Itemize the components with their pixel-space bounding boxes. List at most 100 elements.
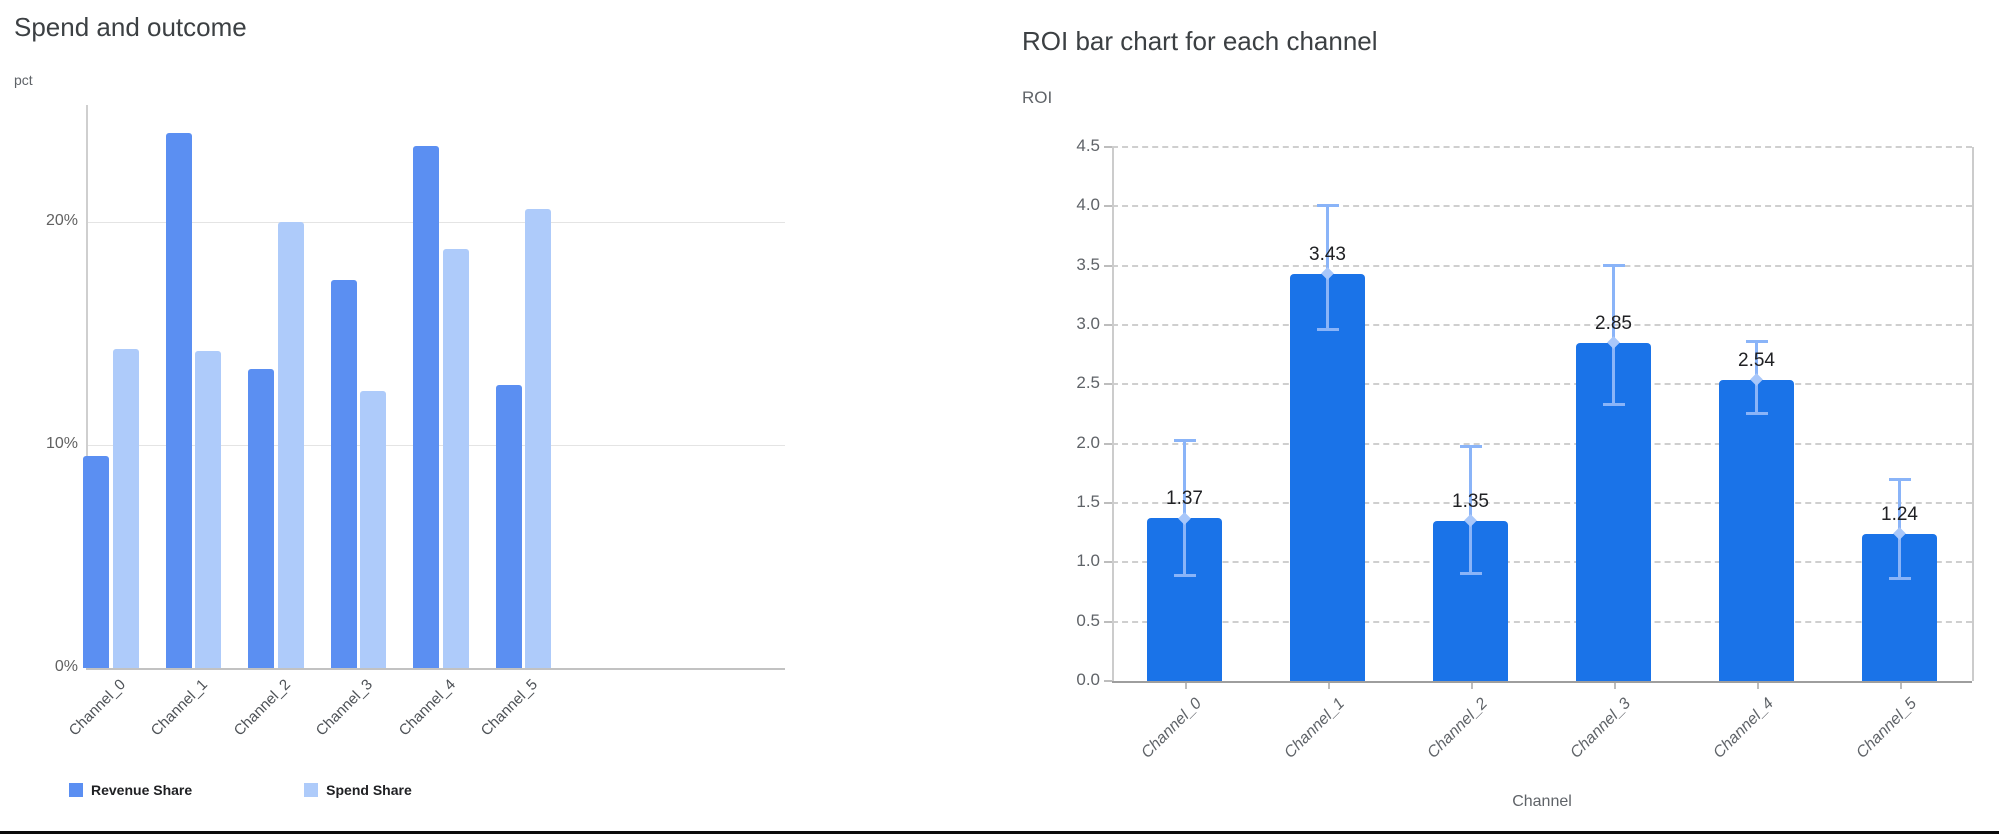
bottom-divider-line bbox=[0, 831, 1999, 834]
x-tick-label: Channel_2 bbox=[230, 676, 294, 740]
error-bar-bottom-cap bbox=[1316, 327, 1339, 331]
revenue-share-bar[interactable] bbox=[83, 456, 109, 668]
x-tick-mark bbox=[1327, 681, 1330, 689]
x-tick-label: Channel_1 bbox=[147, 676, 212, 740]
error-bar-top-cap bbox=[1459, 444, 1482, 448]
x-tick-mark bbox=[1899, 681, 1902, 689]
error-bar-stem bbox=[1469, 444, 1472, 576]
bar-value-label: 1.24 bbox=[1881, 503, 1918, 525]
error-bar-bottom-cap bbox=[1888, 577, 1911, 581]
y-tick-label: 20% bbox=[45, 212, 78, 229]
spend-share-bar[interactable] bbox=[112, 349, 139, 668]
gridline bbox=[1112, 205, 1972, 208]
gridline bbox=[1112, 620, 1972, 623]
error-bar-stem bbox=[1326, 203, 1329, 331]
error-bar-bottom-cap bbox=[1459, 572, 1482, 576]
x-tick-label: Channel_2 bbox=[1423, 695, 1491, 762]
y-tick-label: 0.5 bbox=[1076, 610, 1100, 630]
spend-share-bar[interactable] bbox=[195, 351, 221, 668]
gridline bbox=[1112, 561, 1972, 564]
x-tick-label: Channel_5 bbox=[477, 676, 542, 740]
right-plot-area: 0.0 0.5 1.0 1.5 2.0 2.5 3.0 3.5 4.0 4.5 1.37 Channe… bbox=[830, 0, 1999, 838]
y-axis-line bbox=[1112, 147, 1114, 681]
revenue-share-legend-label: Revenue Share bbox=[91, 782, 193, 798]
error-bar-top-cap bbox=[1888, 478, 1911, 482]
x-tick-label: Channel_4 bbox=[1709, 695, 1777, 762]
spend-share-bar[interactable] bbox=[360, 391, 386, 668]
x-tick-mark bbox=[1184, 681, 1187, 689]
y-tick-label: 10% bbox=[45, 435, 78, 452]
right-y-axis-unit-label: ROI bbox=[1022, 88, 1053, 107]
y-tick-mark bbox=[1104, 383, 1112, 386]
revenue-share-bar[interactable] bbox=[248, 369, 274, 668]
y-tick-mark bbox=[1104, 264, 1112, 267]
y-tick-label: 3.0 bbox=[1076, 313, 1100, 333]
y-tick-label: 2.0 bbox=[1076, 432, 1100, 452]
spend-share-bar[interactable] bbox=[277, 222, 304, 668]
error-bar-top-cap bbox=[1602, 264, 1625, 268]
plot-right-border bbox=[1972, 147, 1974, 681]
error-bar-stem bbox=[1612, 264, 1615, 406]
y-axis-line bbox=[86, 105, 88, 668]
y-tick-mark bbox=[1104, 501, 1112, 504]
y-tick-label: 0% bbox=[54, 658, 78, 675]
x-tick-label: Channel_3 bbox=[312, 676, 377, 740]
y-tick-label: 1.5 bbox=[1076, 491, 1100, 511]
x-axis-baseline bbox=[86, 668, 785, 670]
bar-value-label: 1.35 bbox=[1452, 490, 1489, 512]
revenue-share-bar[interactable] bbox=[495, 384, 522, 668]
spend-share-bar[interactable] bbox=[442, 248, 469, 668]
spend-share-swatch bbox=[304, 783, 319, 797]
right-x-axis-title: Channel bbox=[1512, 793, 1572, 810]
y-tick-label: 4.5 bbox=[1076, 135, 1100, 155]
roi-bar[interactable] bbox=[1290, 273, 1365, 681]
x-tick-mark bbox=[1613, 681, 1616, 689]
y-tick-label: 1.0 bbox=[1076, 551, 1100, 571]
spend-outcome-chart: Spend and outcome pct 0% 10% 20% Channel_0 C… bbox=[0, 0, 830, 838]
x-tick-label: Channel_3 bbox=[1566, 695, 1634, 762]
bar-value-label: 2.85 bbox=[1595, 312, 1632, 334]
legend-item-spend-share[interactable]: Spend Share bbox=[304, 782, 412, 798]
y-tick-mark bbox=[1104, 620, 1112, 623]
error-bar-top-cap bbox=[1745, 340, 1768, 344]
x-tick-label: Channel_4 bbox=[395, 676, 459, 740]
x-tick-mark bbox=[1756, 681, 1759, 689]
y-tick-label: 3.5 bbox=[1076, 254, 1100, 274]
y-tick-label: 4.0 bbox=[1076, 195, 1100, 215]
gridline bbox=[1112, 442, 1972, 445]
x-axis-baseline bbox=[1112, 681, 1972, 683]
y-tick-mark bbox=[1104, 145, 1112, 148]
revenue-share-bar[interactable] bbox=[165, 132, 192, 668]
roi-chart: ROI bar chart for each channel ROI 0.0 0.… bbox=[830, 0, 1999, 838]
y-tick-label: 2.5 bbox=[1076, 373, 1100, 393]
error-bar-bottom-cap bbox=[1173, 573, 1196, 577]
error-bar-top-cap bbox=[1173, 438, 1196, 442]
y-tick-mark bbox=[1104, 442, 1112, 445]
bar-value-label: 3.43 bbox=[1309, 243, 1346, 265]
y-tick-mark bbox=[1104, 205, 1112, 208]
left-y-axis-unit-label: pct bbox=[14, 72, 33, 88]
y-tick-label: 0.0 bbox=[1076, 670, 1100, 689]
right-chart-title: ROI bar chart for each channel bbox=[1022, 26, 1378, 56]
gridline bbox=[1112, 383, 1972, 386]
x-tick-label: Channel_1 bbox=[1280, 695, 1348, 762]
legend-item-revenue-share[interactable]: Revenue Share bbox=[69, 782, 192, 798]
error-bar-top-cap bbox=[1316, 203, 1339, 207]
spend-share-legend-label: Spend Share bbox=[326, 782, 412, 798]
left-chart-legend: Revenue Share Spend Share bbox=[69, 782, 412, 798]
x-tick-mark bbox=[1470, 681, 1473, 689]
bar-value-label: 1.37 bbox=[1166, 488, 1203, 510]
gridline bbox=[1112, 501, 1972, 504]
revenue-share-bar[interactable] bbox=[330, 279, 357, 668]
left-chart-title: Spend and outcome bbox=[14, 12, 247, 42]
roi-bar[interactable] bbox=[1719, 379, 1794, 681]
x-tick-label: Channel_0 bbox=[65, 676, 129, 740]
spend-share-bar[interactable] bbox=[525, 208, 551, 668]
revenue-share-bar[interactable] bbox=[413, 146, 439, 668]
y-tick-mark bbox=[1104, 680, 1112, 682]
y-tick-mark bbox=[1104, 323, 1112, 326]
x-tick-label: Channel_0 bbox=[1137, 695, 1205, 762]
left-plot-area: 0% 10% 20% Channel_0 Channel_1 Channel_2 Chann… bbox=[0, 0, 830, 838]
gridline bbox=[1112, 323, 1972, 326]
